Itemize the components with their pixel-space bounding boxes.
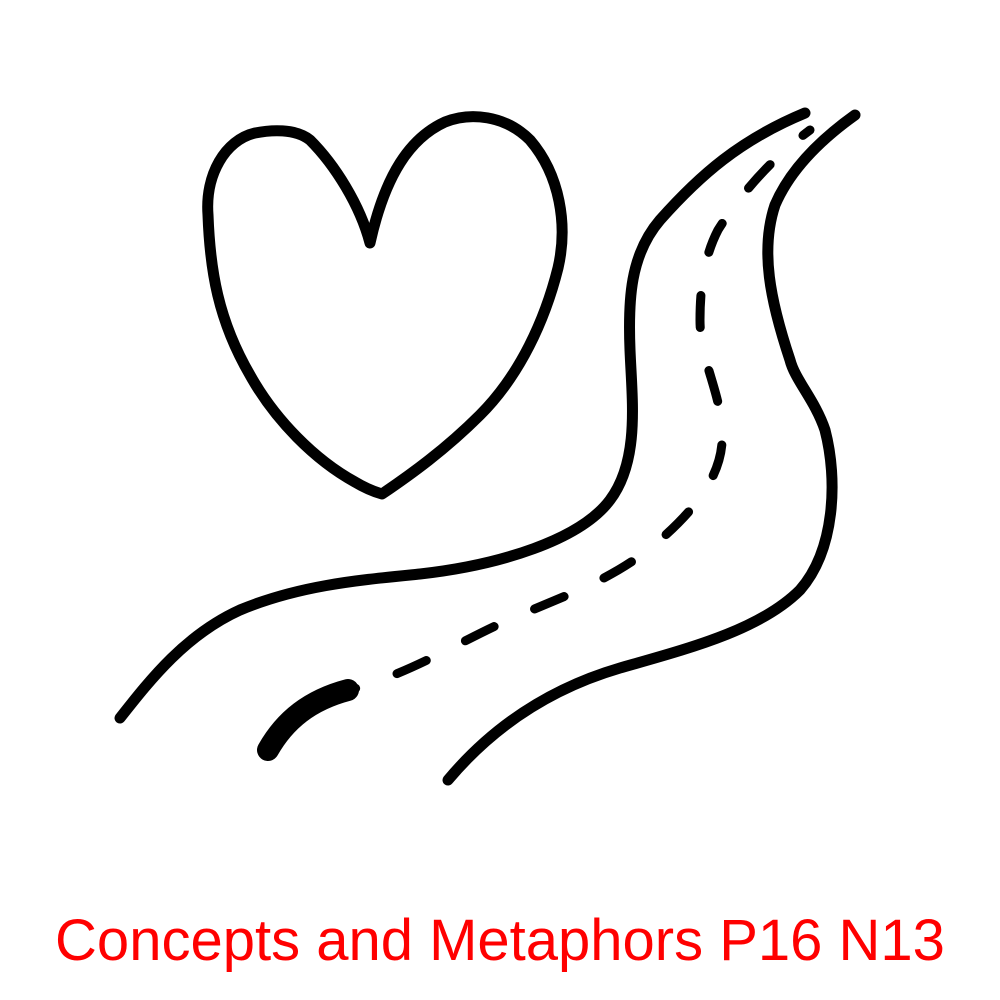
caption-text: Concepts and Metaphors P16 N13 (55, 908, 945, 973)
road-center-line (265, 125, 815, 755)
winding-road-icon (114, 107, 861, 786)
illustration (114, 107, 861, 786)
road-center-dash-near (257, 679, 359, 761)
heart-icon (202, 111, 568, 500)
road-left-edge (114, 107, 811, 724)
road-right-edge (442, 109, 861, 786)
